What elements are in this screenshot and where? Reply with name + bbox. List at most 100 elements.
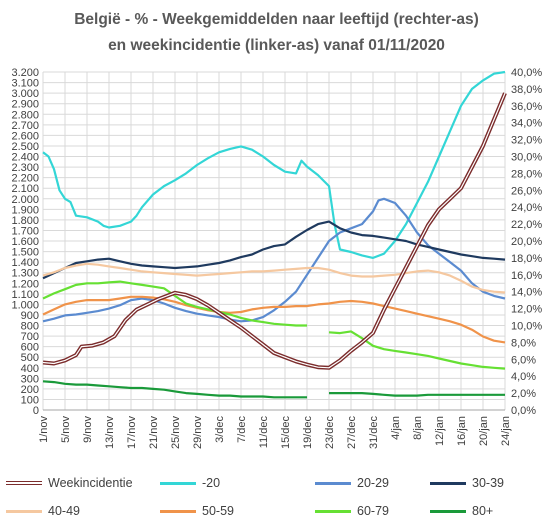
left-tick-label: 1.900	[11, 204, 39, 216]
x-tick-label: 19/dec	[302, 416, 314, 450]
x-tick-label: 1/nov	[38, 416, 50, 443]
left-tick-label: 2.000	[11, 194, 39, 206]
x-tick-label: 27/dec	[346, 416, 358, 450]
series-line-80	[42, 380, 505, 399]
right-tick-label: 0,0%	[511, 405, 536, 417]
left-tick-label: 400	[21, 363, 39, 375]
left-tick-label: 500	[21, 352, 39, 364]
left-tick-label: 0	[33, 405, 39, 417]
right-tick-label: 38,0%	[511, 84, 542, 96]
right-tick-label: 32,0%	[511, 135, 542, 147]
legend-item: 20-29	[315, 476, 389, 490]
legend-swatch	[6, 509, 42, 513]
right-tick-label: 16,0%	[511, 270, 542, 282]
chart-title: België - % - Weekgemiddelden naar leefti…	[74, 11, 479, 28]
left-tick-label: 900	[21, 310, 39, 322]
left-tick-label: 300	[21, 373, 39, 385]
x-tick-label: 15/dec	[280, 416, 292, 450]
x-tick-label: 8/jan	[412, 416, 424, 440]
left-tick-label: 2.800	[11, 109, 39, 121]
x-tick-label: 25/nov	[170, 416, 182, 450]
x-tick-label: 4/jan	[390, 416, 402, 440]
right-tick-label: 6,0%	[511, 354, 536, 366]
x-tick-label: 21/nov	[148, 416, 160, 450]
legend-item: -20	[160, 476, 220, 490]
left-tick-label: 600	[21, 342, 39, 354]
left-tick-label: 3.200	[11, 67, 39, 79]
right-tick-label: 4,0%	[511, 371, 536, 383]
plot-area: 01002003004005006007008009001.0001.1001.…	[11, 67, 542, 450]
legend-swatch	[160, 509, 196, 513]
left-tick-label: 2.900	[11, 99, 39, 111]
right-tick-label: 24,0%	[511, 202, 542, 214]
right-tick-label: 18,0%	[511, 253, 542, 265]
left-tick-label: 2.300	[11, 162, 39, 174]
legend-label: 50-59	[202, 504, 234, 518]
series-line-30-39	[42, 220, 506, 280]
legend-item: 80+	[430, 504, 493, 518]
x-tick-label: 3/dec	[214, 416, 226, 443]
legend-item: 40-49	[6, 504, 80, 518]
legend-label: 30-39	[472, 476, 504, 490]
right-tick-label: 36,0%	[511, 101, 542, 113]
legend-label: 20-29	[357, 476, 389, 490]
legend-swatch	[430, 481, 466, 485]
left-tick-label: 2.100	[11, 183, 39, 195]
legend-item: 30-39	[430, 476, 504, 490]
legend-label: 80+	[472, 504, 494, 518]
legend-item: 60-79	[315, 504, 389, 518]
legend-item: 50-59	[160, 504, 234, 518]
x-tick-label: 29/nov	[192, 416, 204, 450]
left-tick-label: 1.100	[11, 289, 39, 301]
legend-label: -20	[202, 476, 221, 490]
right-tick-label: 14,0%	[511, 287, 542, 299]
left-tick-label: 2.200	[11, 173, 39, 185]
legend-swatch	[160, 481, 196, 485]
x-tick-label: 12/jan	[434, 416, 446, 446]
left-tick-label: 700	[21, 331, 39, 343]
x-tick-label: 31/dec	[368, 416, 380, 450]
left-tick-label: 3.000	[11, 88, 39, 100]
series-line-60-79	[42, 280, 506, 370]
right-tick-label: 10,0%	[511, 321, 542, 333]
right-tick-label: 22,0%	[511, 219, 542, 231]
legend-swatch	[6, 481, 42, 485]
x-tick-label: 16/jan	[456, 416, 468, 446]
x-tick-label: 20/jan	[478, 416, 490, 446]
left-tick-label: 1.700	[11, 225, 39, 237]
left-tick-label: 2.600	[11, 130, 39, 142]
right-tick-label: 2,0%	[511, 388, 536, 400]
right-tick-label: 30,0%	[511, 152, 542, 164]
left-tick-label: 1.600	[11, 236, 39, 248]
left-tick-label: 200	[21, 384, 39, 396]
left-tick-label: 1.300	[11, 268, 39, 280]
series-line-weekincidentie-inner	[42, 92, 506, 369]
legend-swatch	[315, 509, 351, 513]
right-tick-label: 20,0%	[511, 236, 542, 248]
left-tick-label: 1.500	[11, 247, 39, 259]
right-tick-label: 34,0%	[511, 118, 542, 130]
legend: Weekincidentie -20 20-29 30-39 40-49 50-59 60-…	[0, 470, 553, 522]
x-tick-label: 5/nov	[60, 416, 72, 443]
left-tick-label: 2.400	[11, 152, 39, 164]
right-tick-label: 8,0%	[511, 337, 536, 349]
left-tick-label: 1.000	[11, 299, 39, 311]
x-tick-label: 11/dec	[258, 416, 270, 449]
legend-label: 60-79	[357, 504, 389, 518]
left-tick-label: 2.500	[11, 141, 39, 153]
legend-item: Weekincidentie	[6, 476, 133, 490]
x-tick-label: 23/dec	[324, 416, 336, 450]
right-tick-label: 26,0%	[511, 185, 542, 197]
series-line-20	[42, 70, 506, 259]
x-tick-label: 17/nov	[126, 416, 138, 450]
right-tick-label: 40,0%	[511, 67, 542, 79]
left-tick-label: 1.200	[11, 278, 39, 290]
x-tick-label: 7/dec	[236, 416, 248, 443]
right-tick-label: 12,0%	[511, 304, 542, 316]
left-tick-label: 800	[21, 321, 39, 333]
legend-label: 40-49	[48, 504, 80, 518]
left-tick-label: 100	[21, 394, 39, 406]
series-line-40-49	[42, 262, 506, 294]
series-line-50-59	[42, 295, 506, 344]
